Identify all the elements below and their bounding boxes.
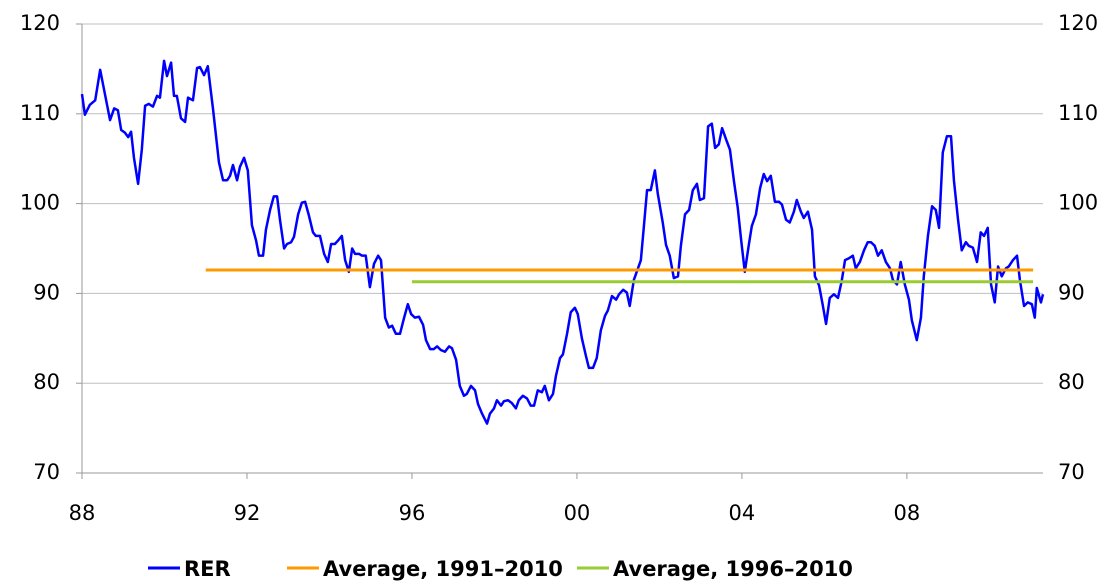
y2-tick-label: 70 bbox=[1058, 460, 1085, 484]
y-tick-label: 100 bbox=[20, 191, 60, 215]
x-tick-label: 92 bbox=[234, 501, 261, 525]
x-tick-label: 88 bbox=[69, 501, 96, 525]
legend-label: Average, 1991–2010 bbox=[323, 557, 563, 581]
x-tick-label: 04 bbox=[729, 501, 756, 525]
x-tick-label: 08 bbox=[894, 501, 921, 525]
y2-tick-label: 110 bbox=[1058, 101, 1098, 125]
y-tick-label: 70 bbox=[33, 460, 60, 484]
y2-tick-label: 120 bbox=[1058, 11, 1098, 35]
y2-tick-label: 80 bbox=[1058, 370, 1085, 394]
x-tick-label: 96 bbox=[399, 501, 426, 525]
legend-label: Average, 1996–2010 bbox=[613, 557, 853, 581]
y2-tick-label: 90 bbox=[1058, 280, 1085, 304]
x-tick-label: 00 bbox=[564, 501, 591, 525]
series-line bbox=[80, 59, 1045, 425]
y-tick-label: 120 bbox=[20, 11, 60, 35]
legend-label: RER bbox=[184, 557, 231, 581]
y-tick-label: 90 bbox=[33, 280, 60, 304]
y-tick-label: 110 bbox=[20, 101, 60, 125]
y2-tick-label: 100 bbox=[1058, 191, 1098, 215]
y-tick-label: 80 bbox=[33, 370, 60, 394]
